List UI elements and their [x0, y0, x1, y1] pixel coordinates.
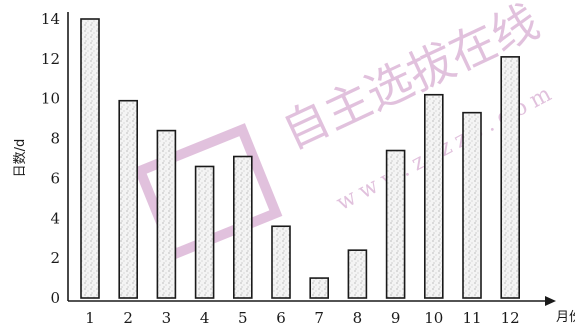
y-axis-title: 日数/d	[13, 139, 28, 178]
x-axis-title: 月份	[556, 310, 575, 325]
x-tick-label: 10	[424, 309, 443, 327]
y-ticks: 0 2 4 6 8 10 12 14	[41, 10, 60, 307]
x-ticks: 1 2 3 4 5 6 7 8 9 10 11 12	[85, 309, 520, 327]
bar-month-7	[309, 277, 330, 299]
y-tick-label: 8	[50, 130, 60, 148]
y-tick-label: 14	[41, 10, 60, 28]
x-tick-label: 2	[123, 309, 133, 327]
bar-month-12	[500, 56, 521, 299]
x-tick-label: 12	[501, 309, 520, 327]
x-tick-label: 9	[391, 309, 401, 327]
x-tick-label: 6	[276, 309, 286, 327]
y-tick-label: 10	[41, 90, 60, 108]
x-tick-label: 5	[238, 309, 248, 327]
x-tick-label: 7	[314, 309, 324, 327]
bar-month-5	[233, 155, 253, 299]
x-axis-arrow	[545, 296, 556, 306]
y-tick-label: 2	[50, 249, 60, 267]
x-tick-label: 11	[462, 309, 481, 327]
bar-month-10	[423, 93, 444, 299]
y-tick-label: 12	[41, 50, 60, 68]
bar-month-2	[118, 99, 138, 299]
bars	[80, 18, 521, 299]
y-tick-label: 6	[50, 169, 60, 187]
bar-month-11	[462, 111, 482, 299]
x-tick-label: 1	[85, 309, 95, 327]
bar-month-1	[80, 18, 100, 299]
y-tick-label: 0	[50, 289, 60, 307]
bar-month-6	[271, 225, 291, 299]
bar-month-3	[156, 129, 177, 299]
bar-month-8	[347, 249, 368, 299]
x-tick-label: 8	[353, 309, 363, 327]
bar-month-9	[385, 149, 406, 299]
bar-month-4	[194, 165, 215, 299]
y-tick-label: 4	[50, 209, 60, 227]
x-tick-label: 3	[162, 309, 172, 327]
x-tick-label: 4	[200, 309, 210, 327]
